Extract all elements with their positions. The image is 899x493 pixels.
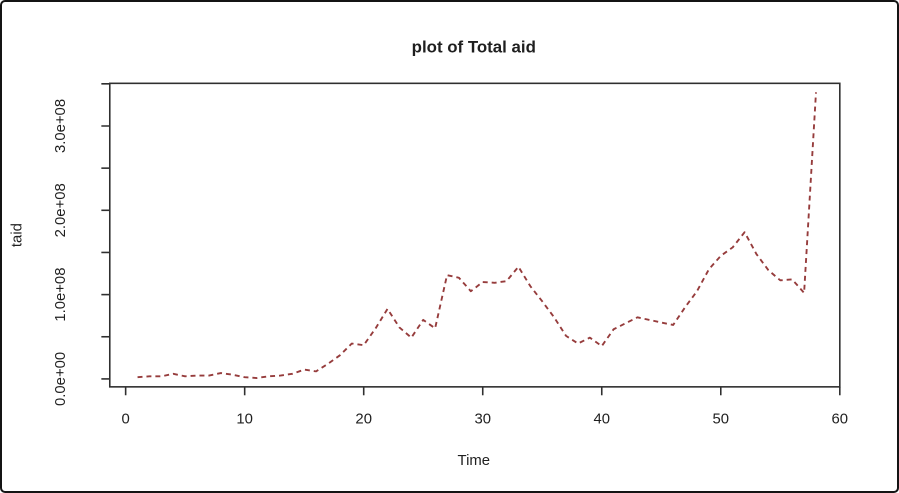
x-tick-label: 60: [832, 412, 849, 428]
x-tick-label: 40: [593, 412, 610, 428]
x-tick-label: 20: [355, 412, 372, 428]
x-tick-label: 0: [122, 412, 130, 428]
y-tick-label: 2.0e+08: [53, 183, 69, 237]
chart-title: plot of Total aid: [412, 38, 536, 57]
y-tick-label: 3.0e+08: [53, 99, 69, 153]
x-axis-ticks: 0 10 20 30 40 50 60: [122, 386, 849, 428]
y-axis-ticks: 0.0e+00 1.0e+08 2.0e+08 3.0e+08: [53, 83, 110, 406]
data-series-line: [137, 92, 817, 379]
x-axis-label: Time: [458, 453, 490, 469]
y-tick-label: 1.0e+08: [53, 268, 69, 322]
y-axis-label: taid: [10, 223, 26, 247]
x-tick-label: 30: [474, 412, 491, 428]
plot-box: [108, 82, 841, 388]
x-tick-label: 10: [236, 412, 253, 428]
x-tick-label: 50: [713, 412, 730, 428]
y-tick-label: 0.0e+00: [53, 352, 69, 406]
